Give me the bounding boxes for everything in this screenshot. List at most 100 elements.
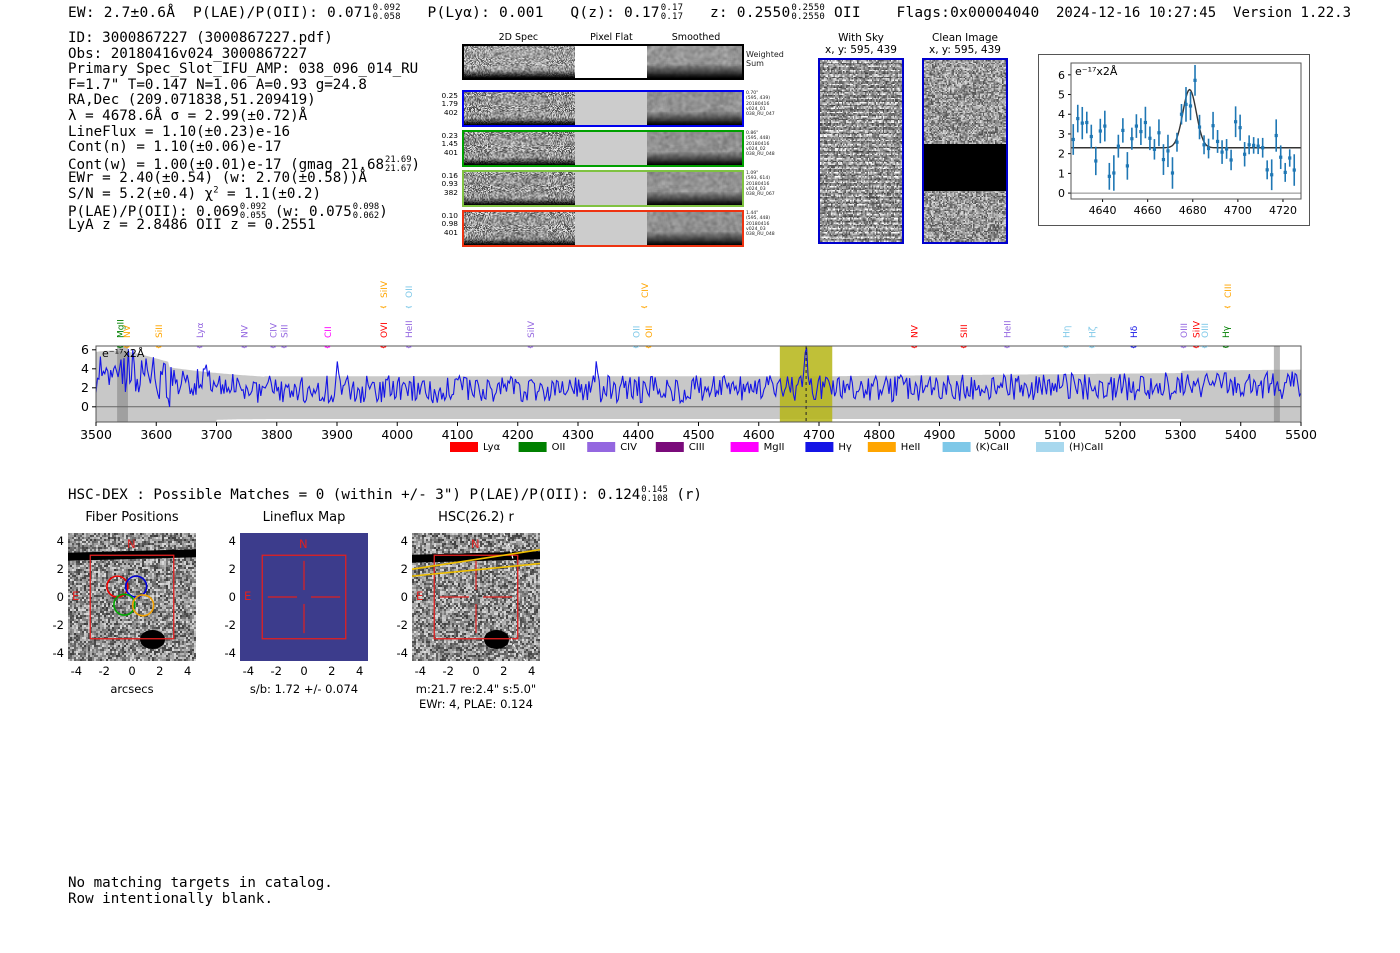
spectrum-line-label-Lyα: Lyα [196, 322, 206, 338]
panel-xtick: 0 [128, 664, 136, 678]
bottom-panel-image-2[interactable] [412, 533, 540, 661]
spec2d-meta-0-4: 038_RU_047 [746, 112, 775, 118]
footer-line-1: No matching targets in catalog. [68, 875, 333, 891]
bottom-panel-overlay-2 [412, 533, 540, 661]
header-qz-value: 0.17 [624, 5, 660, 22]
spectrum-line-label-OII: OII [645, 326, 655, 338]
spec2d-weighted-sum-label: Weighted Sum [746, 50, 784, 68]
spec2d-meta-1-4: 038_RU_048 [746, 152, 775, 158]
spectrum-line-bracket: ⏟ [197, 337, 203, 348]
spec2d-row-meta-2: 1.09" (593, 614) 20180416 v024_03 038_RU_067 [746, 171, 775, 197]
hscdex-lo: 0.108 [641, 493, 668, 504]
panel-caption-2-1: EWr: 4, PLAE: 0.124 [419, 697, 533, 711]
panel-caption-2-0: m:21.7 re:2.4" s:5.0" [415, 682, 537, 696]
spec2d-meta-0-1: (595, 439) [746, 96, 771, 102]
cutout-image-1[interactable] [922, 58, 1008, 244]
lineplot-ytick: 1 [1058, 167, 1065, 180]
cutout-dark-band [924, 143, 1006, 192]
lineplot-units-annotation: e⁻¹⁷x2Å [1075, 65, 1118, 78]
panel-xtick: -4 [70, 664, 83, 678]
lineplot-xtick: 4680 [1179, 204, 1207, 217]
cutout-image-0[interactable] [818, 58, 904, 244]
spectrum-line-label-MgII: MgII [117, 319, 127, 338]
header-z-value: 0.2550 [736, 5, 791, 22]
spec2d-meta-1-3: v024_02 [746, 146, 766, 152]
spec2d-meta-3-4: 038_RU_048 [746, 232, 775, 238]
panel-ytick: 2 [228, 562, 236, 577]
spec2d-cell-lft [464, 46, 576, 78]
lineplot-ytick: 4 [1058, 108, 1065, 121]
legend-label-(K)CaII: (K)CaII [976, 442, 1009, 453]
emission-line-zoom-chart: 0 1 2 3 4 5 6 4640 4660 4680 4700 4720 e⁻¹⁷x2Å [1038, 54, 1310, 226]
lineplot-ytick: 0 [1058, 187, 1065, 200]
lineplot-ytick: 2 [1058, 148, 1065, 161]
info-cont-w-lo: 21.67 [385, 163, 412, 174]
spec2d-row-stats-2: 0.16 0.93 382 [430, 171, 458, 197]
legend-swatch-(K)CaII [942, 442, 971, 452]
timestamp: 2024-12-16 10:27:45 [1056, 5, 1217, 21]
info-snr: S/N = 5.2(±0.4) χ2 = 1.1(±0.2) [68, 185, 420, 203]
header-z-lo: 0.2550 [791, 12, 826, 23]
legend-label-CIII: CIII [689, 442, 705, 453]
panel-ytick: 0 [400, 590, 408, 604]
spectrum-xtick: 3900 [321, 427, 353, 442]
spec2d-meta-2-2: 20180416 [746, 181, 770, 187]
spectrum-line-bracket: ⏟ [406, 337, 412, 348]
header-plae-label: P(LAE)/P(OII): [193, 5, 319, 22]
spectrum-line-bracket: ⏟ [406, 297, 412, 308]
spectrum-xtick: 4400 [622, 427, 654, 442]
panel-ytick: -4 [396, 645, 408, 660]
info-snr-sup: 2 [213, 185, 219, 196]
spectrum-line-bracket: ⏟ [324, 337, 330, 348]
spectrum-xtick: 3600 [140, 427, 172, 442]
panel-xtick: -4 [242, 664, 255, 678]
spectrum-line-label-OIII: OIII [1201, 323, 1211, 338]
spectrum-line-label-SiIV: SiIV [527, 320, 537, 338]
spec2d-cell-mid [575, 212, 648, 245]
spectrum-xtick: 4800 [863, 427, 895, 442]
header-qz-hi: 0.17 [660, 3, 684, 13]
footer-line-2: Row intentionally blank. [68, 891, 273, 907]
lineplot-xtick: 4720 [1269, 204, 1297, 217]
spectrum-line-label-NV: NV [911, 324, 921, 338]
header-plae-hi: 0.092 [372, 3, 401, 13]
spec2d-col-title-1: Pixel Flat [590, 32, 633, 43]
legend-swatch-MgII [730, 442, 759, 452]
spectrum-line-label-OII: OII [632, 326, 642, 338]
info-id: ID: 3000867227 (3000867227.pdf) [68, 30, 333, 46]
cutout-name-1: Clean Image [931, 32, 999, 44]
compass-north-2: N [471, 537, 480, 551]
legend-swatch-CIII [655, 442, 684, 452]
spectrum-xtick: 3700 [201, 427, 233, 442]
info-plae: P(LAE)/P(OII): 0.0690.092 0.055 (w: 0.075… [68, 202, 420, 220]
legend-swatch-Hγ [805, 442, 834, 452]
spectrum-line-label-HeII: HeII [405, 320, 415, 338]
bottom-panel-image-1[interactable] [240, 533, 368, 661]
legend-swatch-HeII [867, 442, 896, 452]
image-cutouts-panel: With Sky x, y: 595, 439 Clean Image x, y: 5… [818, 32, 1018, 247]
header-z-line: OII [833, 5, 861, 22]
spectrum-line-label-Hη: Hη [1063, 326, 1073, 338]
spectrum-xtick: 4700 [803, 427, 835, 442]
panel-ytick: 0 [228, 590, 236, 604]
header-qz-label: Q(z): [570, 5, 616, 22]
spec2d-meta-0-0: 0.70" [746, 91, 759, 96]
lineplot-ytick: 6 [1058, 69, 1065, 82]
info-wavelength: λ = 4678.6Å σ = 2.99(±0.72)Å [68, 107, 308, 124]
spectrum-xtick: 4300 [562, 427, 594, 442]
spectrum-line-label-NV: NV [241, 324, 251, 338]
panel-xtick: 2 [328, 664, 336, 678]
spec2d-cell-rgt [647, 132, 742, 165]
info-plae-post: ) [379, 203, 388, 220]
spectrum-line-bracket: ⏟ [1223, 337, 1229, 348]
image-dark-blob [139, 630, 166, 650]
info-cont-w-pre: Cont(w) = 1.00(±0.01)e-17 (gmag 21.68 [68, 156, 385, 173]
spectrum-line-bracket: ⏟ [124, 337, 130, 348]
info-primary-spec: Primary Spec_Slot_IFU_AMP: 038_096_014_R… [68, 61, 419, 78]
info-ewr: EWr = 2.40(±0.54) (w: 2.70(±0.58))Å [68, 170, 367, 187]
spectrum-line-bracket: ⏟ [270, 337, 276, 348]
spec2d-fiber-row-3 [462, 210, 744, 247]
lineplot-ytick: 3 [1058, 128, 1065, 141]
spectrum-xtick: 4000 [381, 427, 413, 442]
spec2d-stat-2-0: 0.16 [441, 171, 458, 180]
